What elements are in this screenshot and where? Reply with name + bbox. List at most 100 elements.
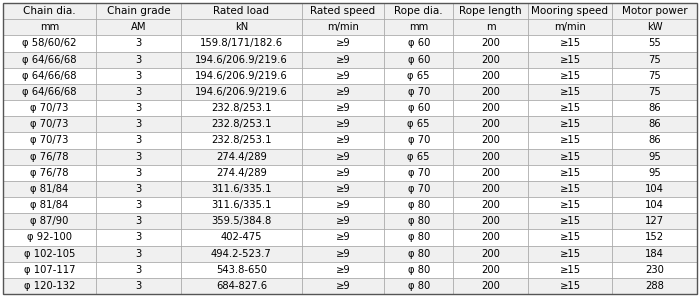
- Text: Rope dia.: Rope dia.: [394, 6, 443, 16]
- Text: 200: 200: [481, 151, 500, 162]
- Text: 75: 75: [648, 71, 661, 81]
- Bar: [454, 132, 528, 148]
- Bar: [181, 19, 302, 35]
- Bar: [612, 3, 697, 19]
- Text: ≥15: ≥15: [559, 55, 580, 64]
- Text: φ 120-132: φ 120-132: [24, 281, 75, 291]
- Bar: [528, 116, 612, 132]
- Bar: [302, 68, 384, 84]
- Text: ≥9: ≥9: [336, 249, 351, 259]
- Text: ≥9: ≥9: [336, 281, 351, 291]
- Bar: [3, 100, 96, 116]
- Text: φ 80: φ 80: [407, 265, 430, 275]
- Text: φ 70: φ 70: [407, 87, 430, 97]
- Bar: [302, 165, 384, 181]
- Text: φ 60: φ 60: [407, 38, 430, 48]
- Text: ≥15: ≥15: [559, 151, 580, 162]
- Bar: [454, 181, 528, 197]
- Text: Rope length: Rope length: [459, 6, 522, 16]
- Bar: [3, 278, 96, 294]
- Text: 200: 200: [481, 200, 500, 210]
- Bar: [96, 165, 181, 181]
- Text: 95: 95: [648, 168, 661, 178]
- Bar: [302, 181, 384, 197]
- Text: φ 60: φ 60: [407, 55, 430, 64]
- Text: ≥15: ≥15: [559, 233, 580, 242]
- Bar: [181, 262, 302, 278]
- Bar: [302, 84, 384, 100]
- Bar: [302, 197, 384, 213]
- Bar: [384, 262, 454, 278]
- Bar: [384, 51, 454, 68]
- Bar: [3, 116, 96, 132]
- Bar: [181, 35, 302, 51]
- Bar: [612, 19, 697, 35]
- Text: φ 70/73: φ 70/73: [30, 119, 69, 129]
- Text: 200: 200: [481, 184, 500, 194]
- Text: 3: 3: [135, 38, 141, 48]
- Bar: [181, 116, 302, 132]
- Text: ≥9: ≥9: [336, 55, 351, 64]
- Bar: [3, 165, 96, 181]
- Bar: [181, 181, 302, 197]
- Text: 200: 200: [481, 38, 500, 48]
- Bar: [612, 181, 697, 197]
- Bar: [612, 35, 697, 51]
- Bar: [3, 51, 96, 68]
- Bar: [96, 278, 181, 294]
- Text: ≥15: ≥15: [559, 38, 580, 48]
- Text: φ 80: φ 80: [407, 233, 430, 242]
- Text: mm: mm: [409, 22, 428, 32]
- Bar: [302, 3, 384, 19]
- Text: ≥9: ≥9: [336, 216, 351, 226]
- Bar: [612, 116, 697, 132]
- Bar: [3, 213, 96, 229]
- Text: 3: 3: [135, 87, 141, 97]
- Bar: [302, 51, 384, 68]
- Text: ≥15: ≥15: [559, 249, 580, 259]
- Bar: [384, 19, 454, 35]
- Text: ≥9: ≥9: [336, 103, 351, 113]
- Bar: [612, 213, 697, 229]
- Text: φ 80: φ 80: [407, 216, 430, 226]
- Text: 200: 200: [481, 119, 500, 129]
- Text: 127: 127: [645, 216, 664, 226]
- Text: 104: 104: [645, 200, 664, 210]
- Text: kN: kN: [234, 22, 248, 32]
- Text: 3: 3: [135, 281, 141, 291]
- Text: φ 81/84: φ 81/84: [30, 184, 69, 194]
- Text: 3: 3: [135, 103, 141, 113]
- Bar: [454, 278, 528, 294]
- Bar: [181, 100, 302, 116]
- Text: φ 64/66/68: φ 64/66/68: [22, 87, 77, 97]
- Bar: [454, 84, 528, 100]
- Text: AM: AM: [131, 22, 146, 32]
- Bar: [302, 148, 384, 165]
- Text: 200: 200: [481, 71, 500, 81]
- Bar: [384, 165, 454, 181]
- Text: 184: 184: [645, 249, 664, 259]
- Text: 152: 152: [645, 233, 664, 242]
- Text: φ 80: φ 80: [407, 281, 430, 291]
- Bar: [612, 165, 697, 181]
- Text: φ 80: φ 80: [407, 200, 430, 210]
- Text: 55: 55: [648, 38, 661, 48]
- Text: ≥15: ≥15: [559, 200, 580, 210]
- Text: φ 64/66/68: φ 64/66/68: [22, 71, 77, 81]
- Bar: [3, 262, 96, 278]
- Bar: [528, 3, 612, 19]
- Text: φ 70: φ 70: [407, 168, 430, 178]
- Text: 200: 200: [481, 103, 500, 113]
- Text: φ 65: φ 65: [407, 119, 430, 129]
- Text: 494.2-523.7: 494.2-523.7: [211, 249, 272, 259]
- Text: 684-827.6: 684-827.6: [216, 281, 267, 291]
- Bar: [302, 262, 384, 278]
- Text: Chain dia.: Chain dia.: [23, 6, 76, 16]
- Text: 288: 288: [645, 281, 664, 291]
- Text: 75: 75: [648, 55, 661, 64]
- Bar: [302, 19, 384, 35]
- Bar: [96, 35, 181, 51]
- Text: 3: 3: [135, 151, 141, 162]
- Bar: [302, 213, 384, 229]
- Bar: [3, 229, 96, 246]
